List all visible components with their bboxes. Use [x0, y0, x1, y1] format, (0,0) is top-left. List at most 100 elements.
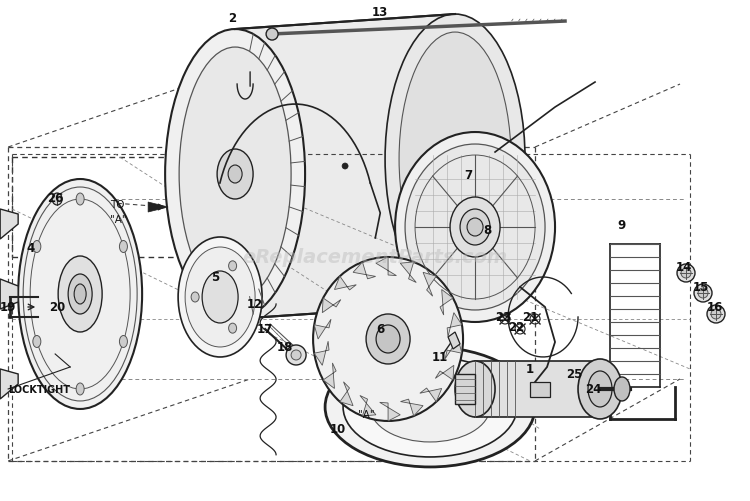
Text: 1: 1: [526, 363, 534, 376]
Ellipse shape: [185, 247, 255, 347]
Ellipse shape: [342, 164, 348, 170]
Ellipse shape: [385, 15, 525, 305]
Text: eReplacementParts.com: eReplacementParts.com: [242, 248, 508, 267]
Ellipse shape: [217, 150, 253, 199]
Ellipse shape: [119, 241, 128, 253]
Text: 20: 20: [49, 301, 65, 314]
Ellipse shape: [698, 289, 708, 299]
Polygon shape: [380, 402, 400, 421]
Text: 10: 10: [330, 423, 346, 435]
Text: 13: 13: [372, 6, 388, 19]
Ellipse shape: [229, 324, 236, 334]
Polygon shape: [455, 374, 475, 404]
Ellipse shape: [202, 272, 238, 323]
Ellipse shape: [681, 269, 691, 279]
Polygon shape: [0, 209, 18, 239]
Polygon shape: [400, 399, 423, 416]
Ellipse shape: [694, 285, 712, 303]
Ellipse shape: [229, 262, 236, 271]
Ellipse shape: [455, 361, 495, 417]
Text: 2: 2: [228, 12, 236, 25]
Polygon shape: [446, 339, 462, 359]
Text: 7: 7: [464, 168, 472, 181]
Text: 22: 22: [508, 321, 524, 334]
Ellipse shape: [33, 241, 40, 253]
Ellipse shape: [74, 285, 86, 305]
Text: 21: 21: [522, 311, 538, 324]
Ellipse shape: [119, 336, 128, 348]
Ellipse shape: [179, 48, 291, 302]
Text: 11: 11: [432, 351, 448, 364]
Ellipse shape: [76, 193, 84, 205]
Text: 9: 9: [617, 218, 626, 231]
Ellipse shape: [33, 336, 40, 348]
Text: 24: 24: [585, 383, 602, 396]
Ellipse shape: [343, 357, 517, 457]
Ellipse shape: [588, 371, 612, 407]
Polygon shape: [423, 273, 436, 297]
Text: "A": "A": [110, 214, 127, 224]
Polygon shape: [314, 320, 331, 339]
Ellipse shape: [578, 359, 622, 419]
Ellipse shape: [405, 145, 545, 310]
Polygon shape: [530, 382, 550, 397]
Ellipse shape: [178, 237, 262, 357]
Ellipse shape: [291, 350, 301, 360]
Ellipse shape: [68, 275, 92, 314]
Polygon shape: [447, 313, 462, 337]
Text: 12: 12: [247, 298, 263, 311]
Ellipse shape: [76, 383, 84, 395]
Polygon shape: [376, 258, 397, 276]
Ellipse shape: [460, 209, 490, 245]
Polygon shape: [420, 388, 442, 402]
Polygon shape: [323, 363, 336, 389]
Polygon shape: [314, 342, 329, 366]
Polygon shape: [400, 263, 416, 283]
Ellipse shape: [53, 193, 62, 205]
Polygon shape: [322, 299, 340, 313]
Ellipse shape: [450, 197, 500, 258]
Polygon shape: [440, 290, 453, 316]
Ellipse shape: [711, 310, 721, 319]
Ellipse shape: [18, 180, 142, 409]
Polygon shape: [448, 332, 460, 349]
Ellipse shape: [370, 372, 490, 442]
Ellipse shape: [58, 257, 102, 332]
Ellipse shape: [467, 218, 483, 236]
Text: 15: 15: [693, 281, 709, 294]
Ellipse shape: [614, 377, 630, 401]
Text: 19: 19: [0, 301, 16, 314]
Polygon shape: [475, 361, 600, 417]
Polygon shape: [148, 202, 168, 212]
Polygon shape: [435, 366, 454, 380]
Polygon shape: [0, 369, 18, 399]
Ellipse shape: [707, 306, 725, 323]
Ellipse shape: [395, 133, 555, 322]
Ellipse shape: [376, 325, 400, 353]
Ellipse shape: [366, 314, 410, 364]
Text: "A": "A": [358, 409, 375, 419]
Text: 18: 18: [277, 341, 293, 354]
Ellipse shape: [399, 33, 511, 287]
Text: 6: 6: [376, 323, 384, 336]
Text: LOCKTIGHT: LOCKTIGHT: [8, 384, 70, 394]
Polygon shape: [360, 396, 376, 416]
Ellipse shape: [325, 347, 535, 467]
Text: 4: 4: [26, 241, 34, 254]
Ellipse shape: [165, 30, 305, 319]
Ellipse shape: [286, 345, 306, 365]
Ellipse shape: [191, 293, 199, 303]
Polygon shape: [0, 280, 18, 310]
Text: 8: 8: [483, 223, 491, 236]
Text: 16: 16: [706, 301, 723, 314]
Text: 5: 5: [211, 271, 219, 284]
Ellipse shape: [266, 29, 278, 41]
Text: 25: 25: [566, 368, 582, 381]
Text: 26: 26: [47, 191, 63, 204]
Text: 17: 17: [257, 323, 273, 336]
Ellipse shape: [677, 265, 695, 283]
Text: TO: TO: [110, 199, 125, 209]
Text: 14: 14: [676, 261, 692, 274]
Ellipse shape: [313, 258, 463, 421]
Polygon shape: [235, 15, 455, 319]
